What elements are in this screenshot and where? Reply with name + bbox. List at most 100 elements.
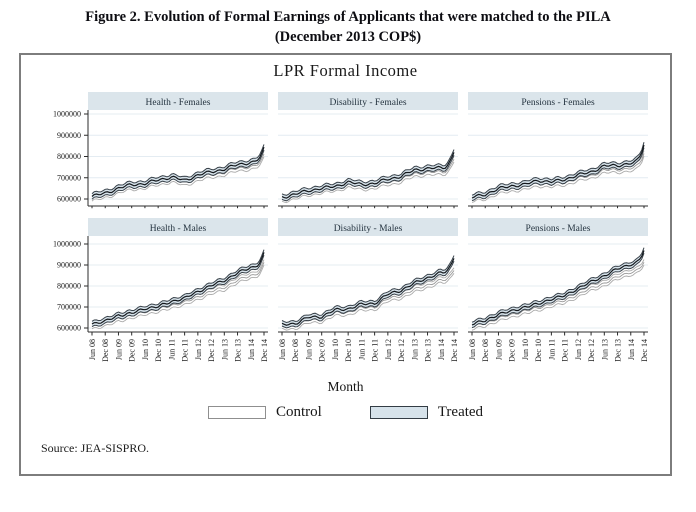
control-band bbox=[282, 156, 454, 203]
x-tick-label: Jun 14 bbox=[247, 339, 256, 360]
y-tick-label: 900000 bbox=[57, 261, 81, 270]
x-axis-title: Month bbox=[327, 379, 364, 394]
treated-band bbox=[282, 255, 454, 328]
treated-band-lower bbox=[281, 154, 455, 202]
treated-band-lower bbox=[91, 255, 265, 328]
panel-header-strip bbox=[278, 92, 458, 110]
x-tick-label: Jun 10 bbox=[521, 339, 530, 360]
treated-band-upper bbox=[91, 249, 265, 322]
x-tick-label: Dec 08 bbox=[481, 339, 490, 362]
x-tick-label: Dec 13 bbox=[424, 339, 433, 362]
legend-swatch-treated bbox=[369, 406, 428, 419]
x-tick-label: Dec 13 bbox=[234, 339, 243, 362]
treated-mean-line bbox=[471, 144, 645, 199]
control-band-lower bbox=[471, 264, 645, 331]
control-mean-line bbox=[471, 261, 645, 328]
treated-band-upper bbox=[91, 144, 265, 195]
y-tick-label: 800000 bbox=[57, 282, 81, 291]
treated-mean-line bbox=[281, 258, 455, 326]
x-tick-label: Dec 12 bbox=[397, 339, 406, 362]
x-tick-label: Jun 08 bbox=[278, 339, 287, 360]
x-tick-label: Jun 12 bbox=[194, 339, 203, 360]
treated-mean-line bbox=[281, 152, 455, 199]
panel-header-strip bbox=[88, 218, 268, 236]
treated-band-upper bbox=[471, 142, 645, 196]
treated-band-lower bbox=[471, 147, 645, 202]
panel-disability-males: Disability - Males Jun 08 Dec 08 Jun 09 Dec … bbox=[278, 218, 459, 362]
x-tick-label: Dec 11 bbox=[561, 339, 570, 362]
x-tick-label: Jun 12 bbox=[574, 339, 583, 360]
panel-header-strip bbox=[468, 218, 648, 236]
figure-title-line2: (December 2013 COP$) bbox=[274, 29, 422, 46]
panel-health-females: Health - Females 600000 700000 800000 900000… bbox=[53, 92, 268, 209]
x-tick-label: Jun 14 bbox=[437, 339, 446, 360]
x-tick-label: Dec 10 bbox=[344, 339, 353, 362]
panel-header-strip bbox=[468, 92, 648, 110]
panel-health-males: Health - Males 600000 700000 800000 900000 10… bbox=[53, 218, 269, 362]
figure-title-line1: Figure 2. Evolution of Formal Earnings o… bbox=[85, 9, 611, 25]
chart-title: LPR Formal Income bbox=[273, 61, 418, 80]
x-tick-label: Jun 11 bbox=[357, 339, 366, 360]
x-tick-label: Jun 08 bbox=[88, 339, 97, 360]
panel-header-label: Pensions - Males bbox=[526, 224, 591, 234]
treated-band-upper bbox=[281, 255, 455, 324]
y-tick-label: 600000 bbox=[57, 195, 81, 204]
x-tick-label: Jun 14 bbox=[627, 339, 636, 360]
x-tick-label: Dec 11 bbox=[371, 339, 380, 362]
x-tick-label: Dec 10 bbox=[154, 339, 163, 362]
x-tick-label: Dec 11 bbox=[181, 339, 190, 362]
x-tick-label: Dec 10 bbox=[534, 339, 543, 362]
x-tick-label: Jun 13 bbox=[220, 339, 229, 360]
treated-mean-line bbox=[91, 146, 265, 197]
y-tick-label: 700000 bbox=[57, 303, 81, 312]
panel-header-label: Health - Females bbox=[146, 98, 211, 108]
y-tick-label: 900000 bbox=[57, 131, 81, 140]
x-tick-label: Dec 14 bbox=[450, 339, 459, 362]
y-tick-label: 600000 bbox=[57, 324, 81, 333]
control-band-lower bbox=[471, 156, 645, 203]
x-tick-label: Dec 12 bbox=[587, 339, 596, 362]
x-tick-label: Dec 13 bbox=[614, 339, 623, 362]
x-tick-label: Jun 08 bbox=[468, 339, 477, 360]
x-tick-label: Dec 14 bbox=[260, 339, 269, 362]
control-band-lower bbox=[91, 264, 265, 330]
x-tick-label: Dec 08 bbox=[101, 339, 110, 362]
y-tick-label: 1000000 bbox=[53, 110, 81, 119]
x-tick-label: Dec 09 bbox=[318, 339, 327, 362]
panel-header-label: Health - Males bbox=[150, 224, 207, 234]
treated-band-lower bbox=[91, 149, 265, 200]
x-tick-label: Jun 10 bbox=[141, 339, 150, 360]
x-tick-label: Dec 09 bbox=[128, 339, 137, 362]
x-tick-label: Jun 13 bbox=[410, 339, 419, 360]
x-tick-label: Jun 09 bbox=[304, 339, 313, 360]
y-tick-label: 1000000 bbox=[53, 240, 81, 249]
treated-band-lower bbox=[471, 253, 645, 329]
x-tick-label: Jun 12 bbox=[384, 339, 393, 360]
panel-header-label: Disability - Females bbox=[329, 98, 406, 108]
panel-header-strip bbox=[88, 92, 268, 110]
panel-header-label: Disability - Males bbox=[334, 224, 403, 234]
figure-frame: LPR Formal Income Health - Females 600000… bbox=[19, 53, 672, 476]
control-band-lower bbox=[91, 156, 265, 202]
treated-mean-line bbox=[471, 250, 645, 326]
panel-disability-females: Disability - Females bbox=[278, 92, 458, 209]
x-tick-label: Dec 08 bbox=[291, 339, 300, 362]
control-band bbox=[472, 150, 644, 203]
y-tick-label: 700000 bbox=[57, 173, 81, 182]
treated-band bbox=[282, 149, 454, 201]
x-tick-label: Jun 11 bbox=[547, 339, 556, 360]
y-tick-label: 800000 bbox=[57, 152, 81, 161]
treated-band-upper bbox=[281, 149, 455, 196]
x-tick-label: Jun 13 bbox=[600, 339, 609, 360]
legend-swatch-control bbox=[207, 406, 266, 419]
legend-label-treated: Treated bbox=[437, 404, 484, 420]
treated-band-lower bbox=[281, 260, 455, 329]
legend: Control Treated bbox=[21, 404, 670, 421]
source-note: Source: JEA-SISPRO. bbox=[41, 441, 150, 455]
treated-mean-line bbox=[91, 252, 265, 325]
panels-chart: Health - Females 600000 700000 800000 900000… bbox=[53, 92, 649, 362]
panel-header-strip bbox=[278, 218, 458, 236]
legend-label-control: Control bbox=[275, 404, 322, 420]
x-tick-label: Jun 10 bbox=[331, 339, 340, 360]
